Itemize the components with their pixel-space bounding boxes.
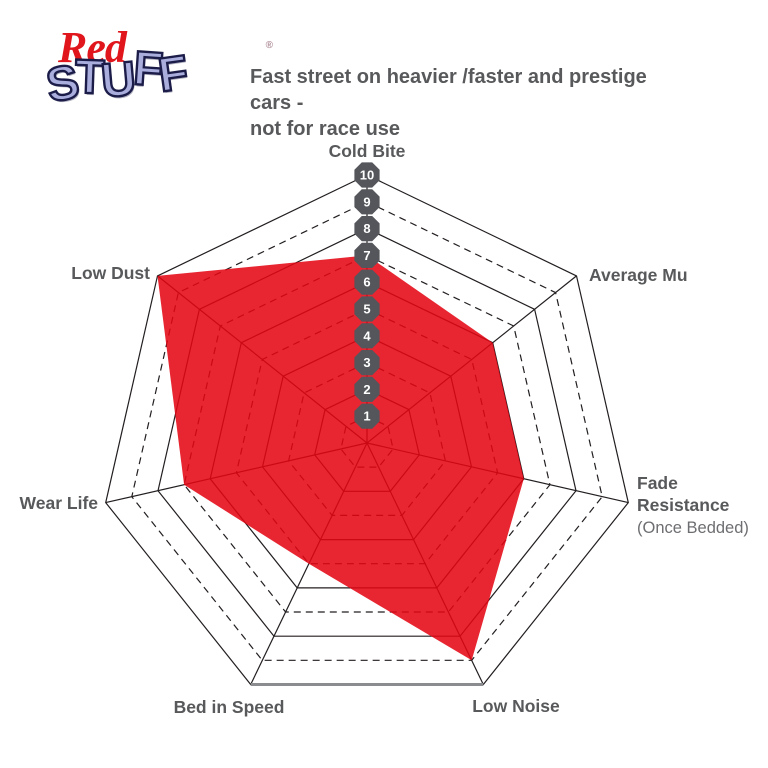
chart-description: Fast street on heavier /faster and prest… (250, 64, 690, 142)
scale-badge (354, 376, 380, 402)
scale-badge (354, 269, 380, 295)
registered-trademark-icon: ® (265, 40, 273, 51)
scale-badge-number: 4 (363, 328, 371, 343)
scale-badge-number: 3 (363, 355, 370, 370)
scale-badge-number: 1 (363, 409, 370, 424)
logo-red-text: Red ® (58, 23, 273, 72)
logo-letter: T (73, 49, 104, 105)
logo-stuff-text: STUFF (41, 41, 245, 114)
scale-badge-number: 2 (363, 382, 370, 397)
axis-label: Wear Life (20, 493, 99, 513)
logo-letter: F (154, 45, 190, 104)
scale-badge-number: 9 (363, 194, 370, 209)
axis-label: Low Dust (71, 263, 150, 283)
scale-badge (354, 242, 380, 268)
axis-label: Resistance (637, 495, 730, 515)
series-polygon (157, 255, 524, 661)
grid-ring (131, 201, 603, 661)
scale-badge-number: 8 (363, 221, 370, 236)
description-line-1: Fast street on heavier /faster and prest… (250, 66, 647, 114)
scale-badge (354, 296, 380, 322)
axis-label: Fade (637, 473, 678, 493)
scale-badge (354, 189, 380, 215)
scale-badge-number: 5 (363, 302, 370, 317)
scale-badge-number: 7 (363, 248, 370, 263)
axis-label: Bed in Speed (174, 697, 285, 717)
description-line-2: not for race use (250, 118, 401, 140)
axis-sublabel: (Once Bedded) (637, 519, 749, 537)
scale-badge (354, 403, 380, 429)
scale-badge (354, 216, 380, 242)
redstuff-logo: Red ® STUFF (41, 23, 273, 141)
scale-badge (354, 323, 380, 349)
axis-label: Average Mu (589, 265, 688, 285)
scale-badge-number: 6 (363, 275, 370, 290)
logo-letter: U (98, 51, 137, 109)
scale-badge-number: 10 (360, 168, 374, 183)
scale-badge (354, 162, 380, 188)
axis-label: Low Noise (472, 696, 560, 716)
scale-badge (354, 350, 380, 376)
axis-label: Cold Bite (329, 141, 406, 161)
logo-brand-word: Red (58, 23, 127, 72)
